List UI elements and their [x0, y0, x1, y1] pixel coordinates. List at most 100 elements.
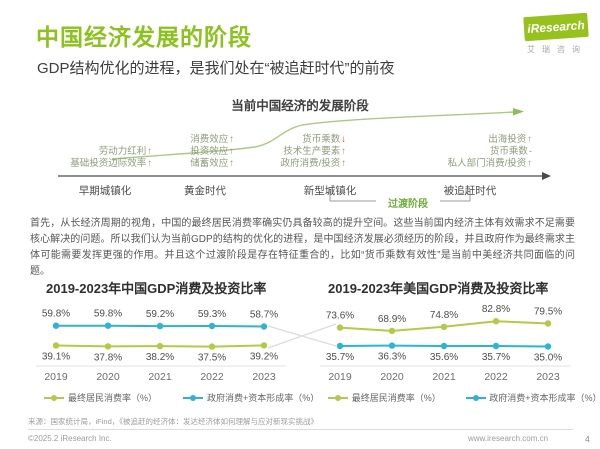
stage-feature-label: 货币乘数↓: [302, 134, 346, 145]
value-label: 36.3%: [378, 352, 406, 363]
stage-feature-label: 投资效应↑: [190, 146, 234, 157]
axis-tick-label: 2023: [252, 371, 276, 383]
axis-tick-label: 2021: [432, 371, 456, 383]
data-point: [336, 342, 344, 350]
legend-line-marker-icon: [183, 394, 204, 402]
value-label: 82.8%: [482, 304, 510, 315]
up-arrow-icon: ↑: [229, 134, 234, 145]
data-point: [440, 323, 448, 330]
data-point: [52, 322, 60, 329]
stage-name: 新型城镇化: [303, 185, 357, 197]
legend-line-marker-icon: [465, 394, 486, 402]
up-arrow-icon: ↑: [147, 158, 152, 169]
stage-feature-label: 技术生产要素↑: [283, 146, 346, 157]
stage-features: 货币乘数↓ 技术生产要素↑ 政府消费/投资↑: [281, 134, 346, 170]
chart-plot: 39.1% 37.8% 38.2% 37.5% 39.2% 59.8% 59.8% 59.2%…: [36, 309, 286, 383]
legend-label: 政府消费+资本形成率（%）: [489, 393, 600, 403]
stage-name: 早期城镇化: [78, 185, 132, 197]
value-label: 74.8%: [430, 310, 458, 321]
data-point: [260, 323, 268, 330]
value-label: 59.8%: [42, 309, 70, 320]
value-label: 37.5%: [198, 353, 226, 364]
up-arrow-icon: ↑: [527, 134, 532, 145]
data-point: [104, 343, 112, 350]
footer-divider: [28, 429, 573, 430]
legend-label: 最终居民消费率（%）: [351, 393, 441, 403]
legend-item: 最终居民消费率（%）: [44, 391, 157, 404]
stage-name: 被追赶时代: [443, 185, 497, 197]
value-label: 35.0%: [534, 353, 562, 364]
chart-legend: 最终居民消费率（%） 政府消费+资本形成率（%）: [328, 391, 600, 404]
data-point: [544, 320, 552, 327]
value-label: 73.6%: [326, 311, 354, 322]
legend-line-marker-icon: [328, 394, 348, 402]
chart-legend: 最终居民消费率（%） 政府消费+资本形成率（%）: [44, 391, 319, 404]
value-label: 35.6%: [430, 352, 458, 363]
stage-feature-label: 劳动力红利↑: [98, 146, 152, 157]
axis-tick-label: 2020: [96, 371, 120, 383]
value-label: 39.1%: [42, 352, 70, 363]
data-point: [156, 342, 164, 350]
axis-tick-label: 2020: [380, 371, 404, 383]
copyright: ©2025.2 iResearch Inc.: [28, 434, 112, 443]
stage-features: 出海投资↑ 货币乘数- 私人部门消费/投资↑: [448, 134, 532, 170]
timeline-axis: [58, 172, 551, 180]
chart-title: 2019-2023年美国GDP消费及投资比率: [328, 281, 549, 296]
up-arrow-icon: ↑: [229, 158, 234, 169]
page-number: 4: [585, 434, 590, 444]
legend-label: 政府消费+资本形成率（%）: [207, 393, 320, 403]
legend-item: 政府消费+资本形成率（%）: [465, 391, 600, 404]
body-paragraph: 首先，从长经济周期的视角，中国的最终居民消费率确实仍具备较高的提升空间。这些当前…: [30, 218, 575, 277]
data-point: [388, 327, 396, 335]
legend-item: 最终居民消费率（%）: [328, 391, 441, 404]
data-point: [52, 342, 60, 349]
stage-feature-label: 私人部门消费/投资↑: [447, 158, 532, 169]
axis-tick-label: 2021: [148, 371, 172, 383]
diagram-title: 当前中国经济的发展阶段: [231, 99, 369, 113]
value-label: 35.7%: [482, 352, 510, 363]
data-point: [260, 342, 268, 349]
value-label: 58.7%: [250, 310, 278, 321]
transition-phase-label: 过渡阶段: [378, 195, 438, 210]
stage-feature-label: 货币乘数-: [489, 146, 532, 157]
dash-icon: -: [528, 146, 532, 157]
data-point: [336, 324, 344, 331]
data-point: [440, 342, 448, 350]
chart-plot: 73.6% 68.9% 74.8% 82.8% 79.5% 35.7% 36.3% 35.6%…: [320, 304, 570, 383]
data-point: [544, 343, 552, 350]
up-arrow-icon: ↑: [147, 146, 152, 157]
axis-tick-label: 2022: [484, 371, 508, 383]
iresearch-logo-icon: iResearch: [523, 12, 589, 42]
data-point: [492, 342, 500, 350]
axis-tick-label: 2022: [200, 371, 224, 383]
axis-tick-label: 2019: [44, 371, 68, 383]
up-arrow-icon: ↑: [341, 158, 346, 169]
value-label: 39.2%: [250, 351, 278, 362]
stage-feature-label: 出海投资↑: [488, 134, 532, 145]
stage-name: 黄金时代: [184, 185, 226, 197]
data-point: [492, 318, 500, 325]
data-point: [104, 322, 112, 329]
value-label: 59.2%: [146, 309, 174, 320]
logo-text: iResearch: [526, 18, 586, 36]
stage-feature-label: 储蓄效应↑: [190, 158, 234, 169]
website-link: www.iresearch.com.cn: [468, 434, 549, 443]
value-label: 59.3%: [198, 309, 226, 320]
down-arrow-icon: ↓: [341, 134, 346, 145]
up-arrow-icon: ↑: [527, 158, 532, 169]
up-arrow-icon: ↑: [229, 146, 234, 157]
page-subtitle: GDP结构优化的进程，是我们处在“被追赶时代”的前夜: [37, 60, 395, 77]
axis-tick-label: 2019: [328, 371, 352, 383]
legend-item: 政府消费+资本形成率（%）: [183, 391, 319, 404]
stage-features: 消费效应↑ 投资效应↑ 储蓄效应↑: [190, 134, 234, 170]
legend-line-marker-icon: [44, 394, 64, 402]
logo-chinese-name: 艾瑞咨询: [527, 45, 587, 54]
source-note: 来源：国家统计局，iFind，《被追赶的经济体：发达经济体如何理解与应对新现实挑…: [28, 417, 319, 426]
data-point: [208, 322, 216, 330]
value-label: 38.2%: [146, 352, 174, 363]
data-point: [208, 343, 216, 350]
value-label: 68.9%: [378, 314, 406, 325]
data-point: [388, 342, 396, 349]
value-label: 35.7%: [326, 352, 354, 363]
